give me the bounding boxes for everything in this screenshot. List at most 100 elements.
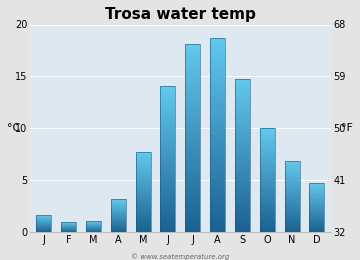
Bar	[260, 148, 275, 149]
Bar	[260, 214, 275, 216]
Bar	[285, 177, 300, 178]
Bar	[235, 96, 250, 98]
Bar	[260, 153, 275, 154]
Bar	[185, 190, 200, 192]
Bar	[285, 187, 300, 188]
Bar	[136, 168, 150, 170]
Bar	[260, 169, 275, 170]
Bar	[260, 213, 275, 214]
Bar	[260, 227, 275, 229]
Bar	[260, 219, 275, 221]
Bar	[161, 145, 175, 146]
Bar	[161, 119, 175, 121]
Bar	[210, 130, 225, 133]
Bar	[285, 179, 300, 180]
Bar	[161, 231, 175, 232]
Bar	[136, 190, 150, 191]
Bar	[185, 77, 200, 80]
Bar	[285, 224, 300, 225]
Title: Trosa water temp: Trosa water temp	[105, 7, 256, 22]
Bar	[161, 148, 175, 150]
Bar	[185, 143, 200, 145]
Bar	[285, 223, 300, 224]
Bar	[235, 155, 250, 158]
Bar	[260, 230, 275, 231]
Bar	[235, 119, 250, 121]
Bar	[235, 129, 250, 131]
Bar	[185, 141, 200, 143]
Bar	[161, 161, 175, 163]
Bar	[136, 183, 150, 184]
Bar	[260, 152, 275, 153]
Bar	[310, 193, 324, 194]
Bar	[210, 181, 225, 184]
Bar	[285, 206, 300, 207]
Bar	[285, 229, 300, 230]
Bar	[210, 79, 225, 82]
Bar	[260, 221, 275, 222]
Bar	[285, 161, 300, 232]
Bar	[161, 122, 175, 124]
Bar	[260, 183, 275, 184]
Bar	[210, 150, 225, 152]
Bar	[310, 227, 324, 228]
Bar	[235, 102, 250, 103]
Bar	[285, 213, 300, 214]
Bar	[210, 138, 225, 140]
Bar	[185, 218, 200, 221]
Bar	[235, 152, 250, 154]
Bar	[210, 45, 225, 48]
Bar	[285, 180, 300, 181]
Bar	[210, 77, 225, 79]
Bar	[161, 203, 175, 205]
Bar	[235, 90, 250, 92]
Bar	[136, 216, 150, 217]
Bar	[235, 173, 250, 175]
Bar	[235, 131, 250, 132]
Bar	[161, 165, 175, 166]
Bar	[185, 110, 200, 113]
Bar	[260, 178, 275, 179]
Bar	[185, 169, 200, 171]
Bar	[136, 211, 150, 212]
Bar	[36, 215, 51, 232]
Bar	[161, 220, 175, 222]
Bar	[210, 111, 225, 113]
Bar	[161, 199, 175, 201]
Bar	[285, 209, 300, 210]
Bar	[210, 89, 225, 92]
Bar	[310, 215, 324, 216]
Bar	[161, 89, 175, 91]
Bar	[260, 175, 275, 177]
Bar	[285, 169, 300, 170]
Bar	[161, 150, 175, 152]
Bar	[210, 84, 225, 87]
Bar	[260, 177, 275, 178]
Bar	[111, 209, 126, 210]
Bar	[310, 217, 324, 218]
Bar	[210, 50, 225, 53]
Bar	[260, 143, 275, 144]
Bar	[111, 219, 126, 220]
Bar	[111, 226, 126, 227]
Bar	[136, 180, 150, 181]
Bar	[235, 217, 250, 219]
Bar	[185, 47, 200, 49]
Bar	[136, 212, 150, 213]
Bar	[260, 210, 275, 212]
Bar	[285, 208, 300, 209]
Bar	[310, 194, 324, 195]
Bar	[310, 229, 324, 230]
Bar	[235, 229, 250, 231]
Bar	[136, 207, 150, 209]
Bar	[310, 226, 324, 227]
Bar	[210, 145, 225, 147]
Bar	[260, 222, 275, 223]
Bar	[310, 231, 324, 232]
Bar	[210, 108, 225, 111]
Bar	[136, 217, 150, 218]
Bar	[136, 176, 150, 177]
Bar	[136, 152, 150, 232]
Bar	[235, 103, 250, 106]
Bar	[310, 190, 324, 191]
